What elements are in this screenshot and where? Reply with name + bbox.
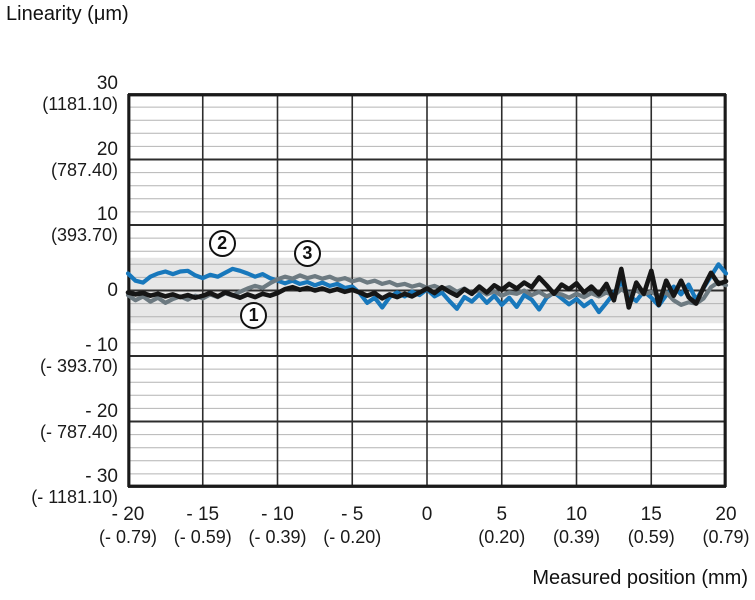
x-axis-title: Measured position (mm) — [532, 567, 748, 589]
x-tick--5: - 5 (- 0.20) — [292, 503, 412, 549]
x-tick-inch-value: (0.20) — [478, 527, 526, 547]
plot-svg — [125, 93, 729, 488]
y-tick-0: 0 — [0, 280, 118, 301]
y-tick-10: 10 (393.70) — [0, 204, 118, 246]
x-tick-value: 15 — [640, 504, 662, 525]
x-tick--15: - 15 (- 0.59) — [143, 503, 263, 549]
x-tick-20: 20 (0.79) — [666, 503, 755, 549]
x-tick-inch-value: (- 0.39) — [248, 527, 307, 547]
y-tick--20: - 20 (- 787.40) — [0, 401, 118, 443]
x-tick-5: 5 (0.20) — [442, 503, 562, 549]
y-tick-inch-value: (- 1181.10) — [31, 487, 118, 507]
x-tick-inch-value: (0.39) — [552, 527, 601, 547]
series-3-label: 3 — [293, 240, 321, 268]
y-tick-inch-value: (1181.10) — [42, 94, 118, 114]
y-tick-inch-value: (- 787.40) — [39, 421, 118, 442]
x-tick-value: - 20 — [111, 504, 145, 525]
y-tick--30: - 30 (- 1181.10) — [0, 466, 118, 508]
x-tick-value: - 15 — [186, 504, 220, 525]
x-tick-inch-value: (0.59) — [627, 527, 675, 547]
x-tick-15: 15 (0.59) — [591, 503, 711, 549]
x-tick-value: 0 — [421, 504, 433, 525]
y-tick--10: - 10 (- 393.70) — [0, 335, 118, 377]
x-tick-inch-value: (- 0.20) — [323, 527, 382, 547]
x-tick-value: 5 — [496, 504, 508, 525]
y-tick-20: 20 (787.40) — [0, 139, 118, 181]
y-tick-value: - 10 — [85, 335, 118, 356]
x-tick-inch-value: (- 0.59) — [173, 527, 232, 547]
x-tick-value: 20 — [715, 504, 737, 525]
plot-area: 2 3 1 — [125, 93, 729, 488]
y-tick-value: 30 — [96, 73, 118, 94]
x-tick--10: - 10 (- 0.39) — [218, 503, 338, 549]
x-tick-value: - 5 — [341, 504, 364, 525]
x-tick-0: 0 — [367, 503, 487, 526]
y-tick-value: 0 — [107, 279, 118, 301]
series-1-line — [125, 266, 729, 310]
x-tick--20: - 20 (- 0.79) — [68, 503, 188, 549]
y-axis-title: Linearity (μm) — [6, 3, 129, 25]
y-tick-inch-value: (787.40) — [50, 159, 118, 180]
y-tick-inch-value: (- 393.70) — [39, 356, 118, 376]
y-tick-value: - 30 — [85, 466, 118, 487]
x-tick-value: - 10 — [261, 504, 294, 525]
series-1-label: 1 — [240, 301, 268, 329]
x-tick-inch-value: (0.79) — [702, 527, 750, 547]
x-tick-value: 10 — [565, 504, 588, 525]
y-tick-value: 20 — [96, 138, 118, 160]
y-tick-inch-value: (393.70) — [50, 225, 118, 245]
series-2-label: 2 — [208, 229, 236, 257]
x-tick-10: 10 (0.39) — [517, 503, 637, 549]
x-tick-inch-value: (- 0.79) — [98, 527, 158, 547]
y-tick-value: - 20 — [85, 400, 118, 422]
y-tick-30: 30 (1181.10) — [0, 73, 118, 115]
y-tick-value: 10 — [96, 204, 118, 225]
